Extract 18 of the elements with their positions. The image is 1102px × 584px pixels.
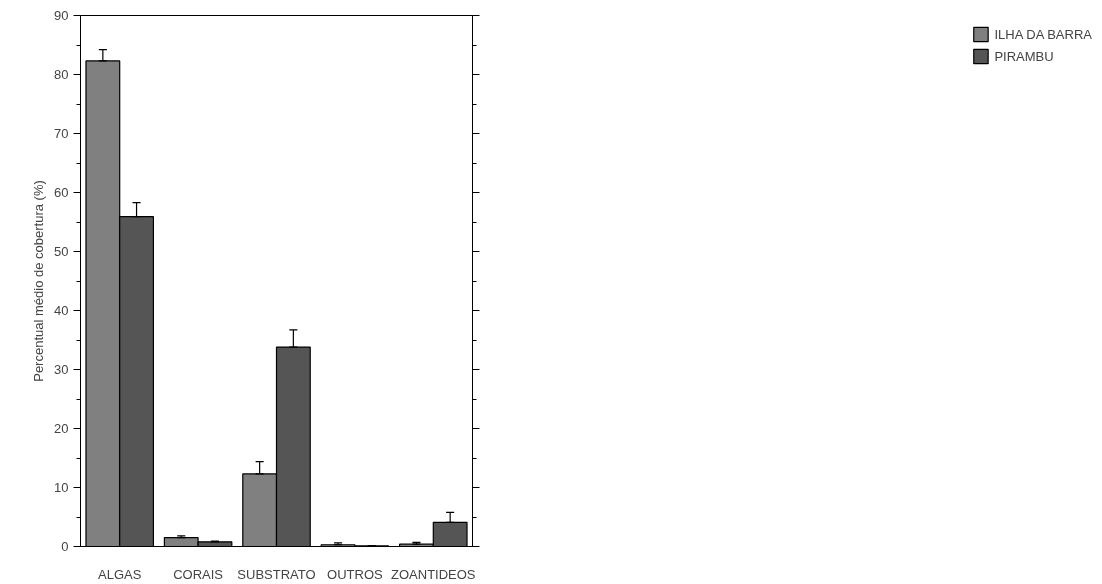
y-tick-label: 90 (54, 8, 69, 23)
legend-label: PIRAMBU (994, 48, 1054, 64)
x-tick-label: OUTROS (327, 566, 384, 582)
x-tick-label: SUBSTRATO (237, 566, 316, 582)
legend-label: ILHA DA BARRA (994, 26, 1092, 42)
y-axis-title: Percentual médio de cobertura (%) (31, 180, 47, 382)
x-tick-label: CORAIS (173, 566, 224, 582)
x-tick-label: ALGAS (98, 566, 142, 582)
x-tick-label: ZOANTIDEOS (391, 566, 476, 582)
y-tick-label: 0 (61, 539, 69, 554)
y-tick-label: 10 (54, 480, 69, 495)
y-tick-label: 20 (54, 421, 69, 436)
y-tick-label: 80 (54, 67, 69, 82)
y-tick-label: 70 (54, 126, 69, 141)
y-tick-label: 50 (54, 244, 69, 259)
y-tick-label: 30 (54, 362, 69, 377)
y-tick-label: 40 (54, 303, 69, 318)
y-tick-label: 60 (54, 185, 69, 200)
